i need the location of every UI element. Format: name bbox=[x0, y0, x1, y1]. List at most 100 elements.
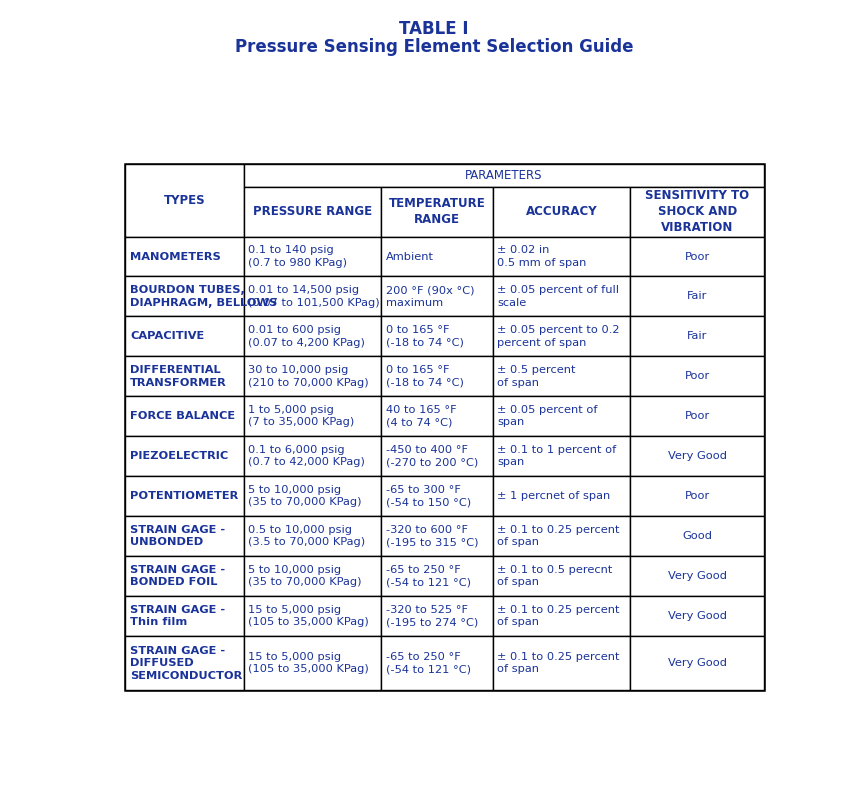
Bar bbox=[493, 556, 630, 596]
Text: Pressure Sensing Element Selection Guide: Pressure Sensing Element Selection Guide bbox=[234, 38, 634, 56]
Bar bbox=[630, 237, 765, 277]
Bar bbox=[125, 396, 244, 436]
Bar bbox=[125, 277, 244, 317]
Bar bbox=[125, 476, 244, 516]
Bar bbox=[244, 396, 381, 436]
Text: -65 to 250 °F
(-54 to 121 °C): -65 to 250 °F (-54 to 121 °C) bbox=[385, 652, 470, 674]
Bar bbox=[244, 636, 381, 690]
Bar bbox=[125, 436, 244, 476]
Text: 0.1 to 140 psig
(0.7 to 980 KPag): 0.1 to 140 psig (0.7 to 980 KPag) bbox=[248, 245, 347, 268]
Bar bbox=[125, 356, 244, 396]
Text: -320 to 525 °F
(-195 to 274 °C): -320 to 525 °F (-195 to 274 °C) bbox=[385, 604, 478, 627]
Text: 0.01 to 600 psig
(0.07 to 4,200 KPag): 0.01 to 600 psig (0.07 to 4,200 KPag) bbox=[248, 325, 365, 347]
Text: Ambient: Ambient bbox=[385, 252, 434, 262]
Bar bbox=[493, 596, 630, 636]
Bar bbox=[244, 596, 381, 636]
Bar bbox=[630, 516, 765, 556]
Text: POTENTIOMETER: POTENTIOMETER bbox=[130, 491, 239, 501]
Bar bbox=[381, 317, 493, 356]
Text: 0.5 to 10,000 psig
(3.5 to 70,000 KPag): 0.5 to 10,000 psig (3.5 to 70,000 KPag) bbox=[248, 525, 365, 547]
Text: ± 0.1 to 1 percent of
span: ± 0.1 to 1 percent of span bbox=[497, 445, 617, 468]
Text: STRAIN GAGE -
DIFFUSED
SEMICONDUCTOR: STRAIN GAGE - DIFFUSED SEMICONDUCTOR bbox=[130, 646, 242, 681]
Bar bbox=[630, 436, 765, 476]
Bar bbox=[381, 187, 493, 237]
Bar bbox=[630, 317, 765, 356]
Text: CAPACITIVE: CAPACITIVE bbox=[130, 332, 204, 341]
Text: 40 to 165 °F
(4 to 74 °C): 40 to 165 °F (4 to 74 °C) bbox=[385, 405, 457, 428]
Text: 1 to 5,000 psig
(7 to 35,000 KPag): 1 to 5,000 psig (7 to 35,000 KPag) bbox=[248, 405, 354, 428]
Text: -450 to 400 °F
(-270 to 200 °C): -450 to 400 °F (-270 to 200 °C) bbox=[385, 445, 478, 468]
Text: ± 1 percnet of span: ± 1 percnet of span bbox=[497, 491, 611, 501]
Text: Fair: Fair bbox=[687, 292, 707, 302]
Bar bbox=[125, 164, 244, 237]
Bar bbox=[493, 237, 630, 277]
Text: ± 0.02 in
0.5 mm of span: ± 0.02 in 0.5 mm of span bbox=[497, 245, 587, 268]
Text: Very Good: Very Good bbox=[667, 571, 727, 581]
Text: 15 to 5,000 psig
(105 to 35,000 KPag): 15 to 5,000 psig (105 to 35,000 KPag) bbox=[248, 604, 369, 627]
Bar bbox=[630, 476, 765, 516]
Bar bbox=[381, 237, 493, 277]
Bar bbox=[493, 187, 630, 237]
Text: -65 to 250 °F
(-54 to 121 °C): -65 to 250 °F (-54 to 121 °C) bbox=[385, 565, 470, 587]
Text: BOURDON TUBES,
DIAPHRAGM, BELLOWS: BOURDON TUBES, DIAPHRAGM, BELLOWS bbox=[130, 285, 277, 307]
Bar bbox=[630, 187, 765, 237]
Bar bbox=[125, 237, 244, 277]
Text: 15 to 5,000 psig
(105 to 35,000 KPag): 15 to 5,000 psig (105 to 35,000 KPag) bbox=[248, 652, 369, 674]
Text: 0.01 to 14,500 psig
(0.07 to 101,500 KPag): 0.01 to 14,500 psig (0.07 to 101,500 KPa… bbox=[248, 285, 380, 307]
Text: TYPES: TYPES bbox=[164, 193, 205, 207]
Text: Poor: Poor bbox=[685, 252, 710, 262]
Bar bbox=[125, 317, 244, 356]
Bar bbox=[244, 317, 381, 356]
Text: 5 to 10,000 psig
(35 to 70,000 KPag): 5 to 10,000 psig (35 to 70,000 KPag) bbox=[248, 565, 362, 587]
Bar bbox=[125, 164, 765, 690]
Text: SENSITIVITY TO
SHOCK AND
VIBRATION: SENSITIVITY TO SHOCK AND VIBRATION bbox=[645, 189, 749, 234]
Bar bbox=[630, 396, 765, 436]
Bar bbox=[630, 277, 765, 317]
Bar bbox=[630, 596, 765, 636]
Text: STRAIN GAGE -
Thin film: STRAIN GAGE - Thin film bbox=[130, 604, 225, 627]
Bar bbox=[244, 436, 381, 476]
Text: 5 to 10,000 psig
(35 to 70,000 KPag): 5 to 10,000 psig (35 to 70,000 KPag) bbox=[248, 485, 362, 508]
Text: Poor: Poor bbox=[685, 371, 710, 381]
Text: -320 to 600 °F
(-195 to 315 °C): -320 to 600 °F (-195 to 315 °C) bbox=[385, 525, 478, 547]
Bar bbox=[493, 436, 630, 476]
Text: ± 0.1 to 0.5 perecnt
of span: ± 0.1 to 0.5 perecnt of span bbox=[497, 565, 613, 587]
Bar bbox=[381, 556, 493, 596]
Bar bbox=[630, 356, 765, 396]
Text: 0 to 165 °F
(-18 to 74 °C): 0 to 165 °F (-18 to 74 °C) bbox=[385, 365, 464, 387]
Text: ± 0.5 percent
of span: ± 0.5 percent of span bbox=[497, 365, 576, 387]
Text: ± 0.1 to 0.25 percent
of span: ± 0.1 to 0.25 percent of span bbox=[497, 604, 620, 627]
Bar bbox=[244, 476, 381, 516]
Bar bbox=[125, 516, 244, 556]
Bar bbox=[493, 317, 630, 356]
Bar bbox=[244, 237, 381, 277]
Text: Very Good: Very Good bbox=[667, 611, 727, 621]
Bar bbox=[244, 164, 765, 187]
Bar bbox=[125, 596, 244, 636]
Bar bbox=[381, 516, 493, 556]
Text: STRAIN GAGE -
UNBONDED: STRAIN GAGE - UNBONDED bbox=[130, 525, 225, 547]
Bar bbox=[125, 556, 244, 596]
Text: ± 0.05 percent of
span: ± 0.05 percent of span bbox=[497, 405, 598, 428]
Text: TEMPERATURE
RANGE: TEMPERATURE RANGE bbox=[389, 197, 485, 226]
Bar bbox=[244, 356, 381, 396]
Bar bbox=[493, 636, 630, 690]
Text: MANOMETERS: MANOMETERS bbox=[130, 252, 220, 262]
Text: Very Good: Very Good bbox=[667, 658, 727, 668]
Text: Poor: Poor bbox=[685, 411, 710, 421]
Bar bbox=[381, 476, 493, 516]
Text: ACCURACY: ACCURACY bbox=[526, 205, 597, 219]
Bar bbox=[244, 277, 381, 317]
Text: PRESSURE RANGE: PRESSURE RANGE bbox=[253, 205, 372, 219]
Text: Fair: Fair bbox=[687, 332, 707, 341]
Bar bbox=[630, 556, 765, 596]
Bar bbox=[125, 636, 244, 690]
Text: -65 to 300 °F
(-54 to 150 °C): -65 to 300 °F (-54 to 150 °C) bbox=[385, 485, 470, 508]
Bar bbox=[493, 516, 630, 556]
Text: ± 0.05 percent to 0.2
percent of span: ± 0.05 percent to 0.2 percent of span bbox=[497, 325, 620, 347]
Text: Very Good: Very Good bbox=[667, 451, 727, 461]
Bar bbox=[381, 596, 493, 636]
Text: 0.1 to 6,000 psig
(0.7 to 42,000 KPag): 0.1 to 6,000 psig (0.7 to 42,000 KPag) bbox=[248, 445, 365, 468]
Text: Good: Good bbox=[682, 531, 713, 541]
Bar bbox=[381, 277, 493, 317]
